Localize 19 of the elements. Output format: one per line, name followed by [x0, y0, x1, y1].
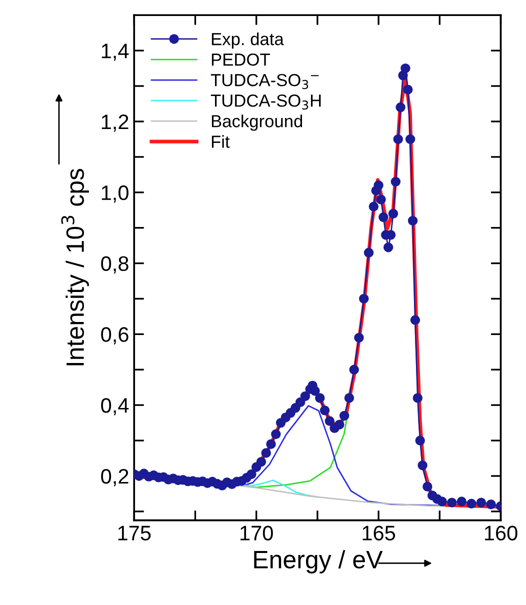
y-tick-label: 0,4: [101, 398, 129, 416]
legend-label: TUDCA-SO$_{3}$H: [210, 94, 321, 110]
x-tick-label: 170: [240, 526, 273, 540]
y-axis-title: Intensity / 10$^{3}$ cps: [61, 168, 89, 366]
y-tick-label: 0,6: [101, 327, 128, 344]
x-tick-label: 175: [118, 526, 151, 540]
y-tick-label: 1,2: [102, 114, 128, 132]
y-tick-label: 0,2: [101, 468, 128, 486]
y-tick-label: 0,8: [101, 256, 128, 274]
legend-label: Background: [212, 114, 302, 131]
y-tick-label: 1,0: [102, 185, 128, 203]
legend-label: TUDCA-SO$_{3}$$^{−}$: [210, 74, 319, 90]
legend-label: Exp. data: [212, 32, 284, 49]
x-axis-title: Energy / eV: [254, 550, 383, 574]
x-tick-label: 160: [484, 526, 518, 540]
x-tick-label: 165: [362, 526, 396, 540]
legend-label: Fit: [212, 135, 230, 148]
y-tick-label: 1,4: [102, 44, 129, 61]
legend-label: PEDOT: [212, 53, 270, 66]
